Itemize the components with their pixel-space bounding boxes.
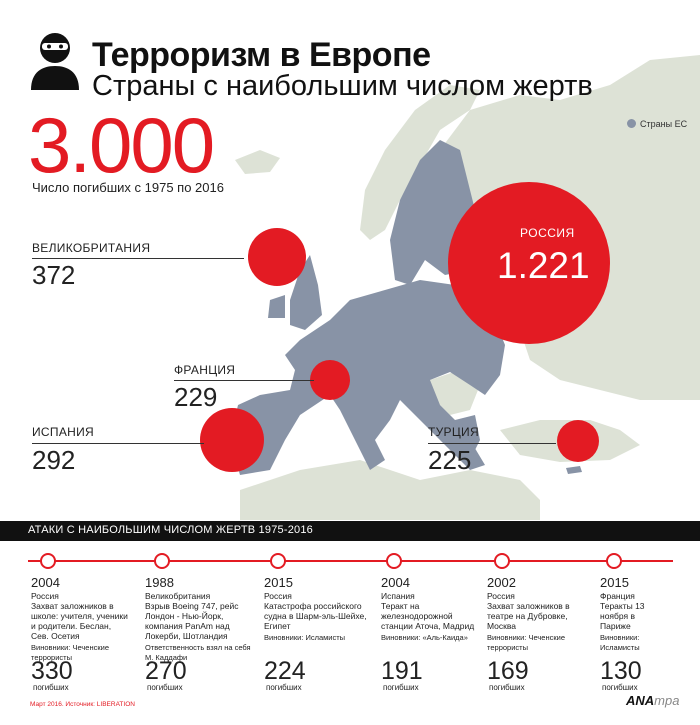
spain-value: 292 <box>32 445 76 475</box>
event-perpetrators: Ответственность взял на себя М. Каддафи <box>145 643 251 662</box>
event-perpetrators: Виновники: Исламисты <box>264 633 346 642</box>
france-value: 229 <box>174 382 218 412</box>
page-title: Терроризм в Европе <box>92 36 431 74</box>
eu-mainland <box>230 280 505 475</box>
france-rule <box>174 380 314 381</box>
event-deaths-unit: погибших <box>602 683 638 692</box>
timeline-dot <box>494 553 510 569</box>
event-3: 2015 Россия Катастрофа российского судна… <box>264 575 372 643</box>
timeline-dot <box>154 553 170 569</box>
timeline-dot <box>40 553 56 569</box>
source-credit: Март 2016. Источник: LIBERATION <box>30 701 135 708</box>
event-perpetrators: Виновники: Чеченские террористы <box>31 643 109 662</box>
turkey-value: 225 <box>428 445 472 475</box>
event-year: 2004 <box>381 575 410 590</box>
spain-label: ИСПАНИЯ <box>32 425 94 439</box>
turkey-label: ТУРЦИЯ <box>428 425 479 439</box>
event-4: 2004 Испания Теракт на железнодорожной с… <box>381 575 489 643</box>
event-year: 2002 <box>487 575 516 590</box>
timeline-line <box>28 560 673 562</box>
brand-logo: ANAmpa <box>626 693 679 708</box>
event-5: 2002 Россия Захват заложников в театре н… <box>487 575 595 652</box>
event-description: Испания Теракт на железнодорожной станци… <box>381 591 475 631</box>
event-6: 2015 Франция Теракты 13 ноября в Париже … <box>600 575 670 652</box>
timeline-dot <box>606 553 622 569</box>
brand-accent: mpa <box>654 693 680 708</box>
iceland-land <box>235 150 280 174</box>
event-year: 1988 <box>145 575 174 590</box>
event-deaths-unit: погибших <box>147 683 183 692</box>
spain-bubble <box>200 408 264 472</box>
event-deaths: 169 <box>487 657 529 685</box>
event-year: 2004 <box>31 575 60 590</box>
russia-bubble <box>448 182 610 344</box>
event-year: 2015 <box>600 575 629 590</box>
attacks-heading-bar <box>0 521 700 541</box>
eu-greece <box>455 415 480 460</box>
brand-main: ANA <box>626 693 655 708</box>
event-description: Франция Теракты 13 ноября в Париже <box>600 591 645 631</box>
event-description: Великобритания Взрыв Boeing 747, рейс Ло… <box>145 591 239 641</box>
event-deaths-unit: погибших <box>266 683 302 692</box>
turkey-bubble <box>557 420 599 462</box>
event-deaths: 224 <box>264 657 306 685</box>
event-perpetrators: Виновники: «Аль-Каида» <box>381 633 468 642</box>
spain-rule <box>32 443 204 444</box>
uk-bubble <box>248 228 306 286</box>
russia-label: РОССИЯ <box>520 226 575 240</box>
event-year: 2015 <box>264 575 293 590</box>
timeline-dot <box>386 553 402 569</box>
eu-uk-ireland <box>268 255 322 330</box>
eu-legend-dot <box>627 119 636 128</box>
event-deaths: 270 <box>145 657 187 685</box>
event-deaths: 130 <box>600 657 642 685</box>
event-deaths-unit: погибших <box>33 683 69 692</box>
africa-land <box>240 460 540 520</box>
uk-label: ВЕЛИКОБРИТАНИЯ <box>32 241 151 255</box>
turkey-rule <box>428 443 556 444</box>
page-subtitle: Страны с наибольшим числом жертв <box>92 70 593 102</box>
event-deaths-unit: погибших <box>489 683 525 692</box>
event-description: Россия Захват заложников в школе: учител… <box>31 591 128 641</box>
event-deaths-unit: погибших <box>383 683 419 692</box>
france-bubble <box>310 360 350 400</box>
uk-value: 372 <box>32 260 76 290</box>
legend-label: Страны ЕС <box>640 119 688 129</box>
event-perpetrators: Виновники: Исламисты <box>600 633 640 652</box>
uk-rule <box>32 258 244 259</box>
event-1: 2004 Россия Захват заложников в школе: у… <box>31 575 139 662</box>
terrorist-icon <box>31 33 79 90</box>
attacks-heading: АТАКИ С НАИБОЛЬШИМ ЧИСЛОМ ЖЕРТВ 1975-201… <box>28 524 313 536</box>
total-deaths-label: Число погибших с 1975 по 2016 <box>32 180 224 195</box>
event-perpetrators: Виновники: Чеченские террористы <box>487 633 565 652</box>
total-deaths-value: 3.000 <box>28 101 215 189</box>
russia-value: 1.221 <box>497 245 590 286</box>
eu-cyprus <box>566 466 582 474</box>
france-label: ФРАНЦИЯ <box>174 363 236 377</box>
event-2: 1988 Великобритания Взрыв Boeing 747, ре… <box>145 575 253 662</box>
event-deaths: 330 <box>31 657 73 685</box>
timeline-dot <box>270 553 286 569</box>
event-deaths: 191 <box>381 657 423 685</box>
event-description: Россия Захват заложников в театре на Дуб… <box>487 591 570 631</box>
event-description: Россия Катастрофа российского судна в Ша… <box>264 591 367 631</box>
map-legend: Страны ЕС <box>627 119 687 129</box>
